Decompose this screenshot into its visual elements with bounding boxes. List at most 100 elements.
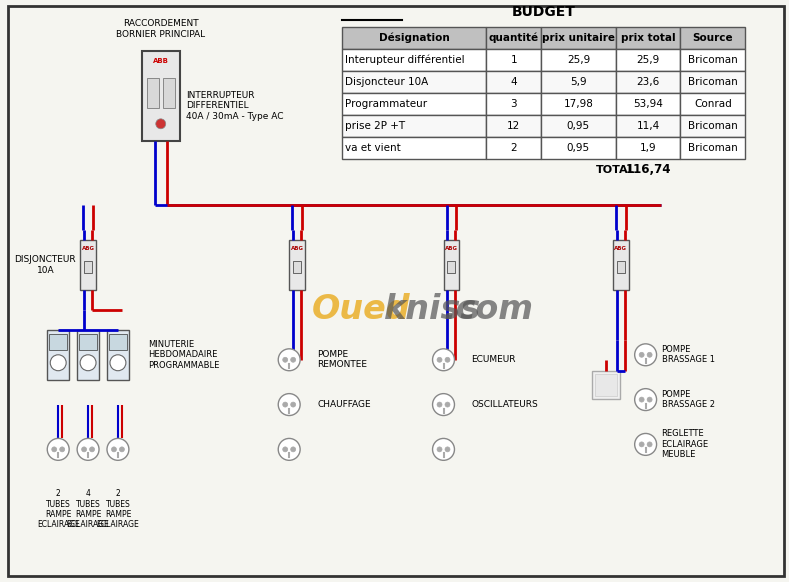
Text: Source: Source: [693, 33, 733, 43]
Circle shape: [290, 402, 296, 407]
Text: 53,94: 53,94: [634, 99, 663, 109]
Text: TOTAL: TOTAL: [596, 165, 636, 175]
Circle shape: [437, 402, 442, 407]
Bar: [486, 93, 541, 115]
Circle shape: [107, 438, 129, 460]
Text: .com: .com: [443, 293, 533, 327]
Text: prix total: prix total: [621, 33, 675, 43]
Bar: [615, 27, 680, 49]
Circle shape: [90, 447, 95, 452]
FancyBboxPatch shape: [49, 334, 67, 350]
Bar: [541, 115, 615, 137]
Circle shape: [279, 349, 300, 371]
Circle shape: [634, 389, 656, 410]
Bar: [680, 137, 745, 159]
Text: 2
TUBES
RAMPE
ECLAIRAGE: 2 TUBES RAMPE ECLAIRAGE: [96, 489, 140, 530]
Circle shape: [52, 447, 57, 452]
Text: ABG: ABG: [290, 246, 304, 251]
Circle shape: [50, 355, 66, 371]
Circle shape: [445, 357, 450, 362]
Text: 2
TUBES
RAMPE
ECLAIRAGE: 2 TUBES RAMPE ECLAIRAGE: [37, 489, 80, 530]
Circle shape: [639, 352, 644, 357]
Bar: [680, 93, 745, 115]
Circle shape: [445, 447, 450, 452]
Bar: [486, 27, 541, 49]
Text: ABG: ABG: [81, 246, 95, 251]
Circle shape: [445, 402, 450, 407]
FancyBboxPatch shape: [147, 78, 159, 108]
Circle shape: [639, 442, 644, 447]
Circle shape: [432, 393, 454, 416]
Bar: [541, 49, 615, 71]
Text: 116,74: 116,74: [626, 163, 671, 176]
Circle shape: [647, 442, 652, 447]
FancyBboxPatch shape: [109, 334, 127, 350]
Circle shape: [81, 447, 87, 452]
Circle shape: [290, 447, 296, 452]
Text: 1,9: 1,9: [640, 143, 656, 152]
Circle shape: [432, 349, 454, 371]
Text: 0,95: 0,95: [567, 121, 590, 131]
Text: Interupteur différentiel: Interupteur différentiel: [345, 55, 465, 65]
Circle shape: [634, 434, 656, 455]
Circle shape: [60, 447, 65, 452]
Circle shape: [282, 402, 288, 407]
Text: 4: 4: [510, 77, 517, 87]
Bar: [615, 71, 680, 93]
Bar: [680, 49, 745, 71]
FancyBboxPatch shape: [47, 330, 69, 379]
Text: BUDGET: BUDGET: [511, 5, 575, 19]
Bar: [342, 27, 486, 49]
FancyBboxPatch shape: [84, 261, 92, 273]
FancyBboxPatch shape: [163, 78, 174, 108]
Circle shape: [437, 447, 442, 452]
Bar: [615, 137, 680, 159]
FancyBboxPatch shape: [290, 240, 305, 290]
Bar: [486, 49, 541, 71]
Text: 12: 12: [507, 121, 520, 131]
Bar: [680, 27, 745, 49]
Bar: [342, 71, 486, 93]
Circle shape: [290, 357, 296, 362]
Text: Programmateur: Programmateur: [345, 99, 427, 109]
Circle shape: [647, 397, 652, 402]
Text: OSCILLATEURS: OSCILLATEURS: [471, 400, 538, 409]
Bar: [680, 115, 745, 137]
Circle shape: [647, 352, 652, 357]
Text: prise 2P +T: prise 2P +T: [345, 121, 405, 131]
Text: prix unitaire: prix unitaire: [542, 33, 615, 43]
Text: 17,98: 17,98: [563, 99, 593, 109]
Bar: [615, 115, 680, 137]
Text: 25,9: 25,9: [637, 55, 660, 65]
FancyBboxPatch shape: [443, 240, 459, 290]
Text: 4
TUBES
RAMPE
ECLAIRAGE: 4 TUBES RAMPE ECLAIRAGE: [67, 489, 110, 530]
Circle shape: [279, 438, 300, 460]
Bar: [342, 93, 486, 115]
FancyBboxPatch shape: [613, 240, 629, 290]
Bar: [342, 49, 486, 71]
FancyBboxPatch shape: [592, 371, 619, 399]
FancyBboxPatch shape: [595, 374, 617, 396]
Bar: [486, 71, 541, 93]
Text: 23,6: 23,6: [637, 77, 660, 87]
Text: va et vient: va et vient: [345, 143, 401, 152]
Circle shape: [634, 344, 656, 365]
Bar: [680, 71, 745, 93]
FancyBboxPatch shape: [9, 6, 784, 576]
Circle shape: [282, 357, 288, 362]
Circle shape: [437, 357, 442, 362]
Text: ABG: ABG: [615, 246, 627, 251]
Text: MINUTERIE
HEBDOMADAIRE
PROGRAMMABLE: MINUTERIE HEBDOMADAIRE PROGRAMMABLE: [148, 340, 219, 370]
Text: 0,95: 0,95: [567, 143, 590, 152]
FancyBboxPatch shape: [79, 334, 97, 350]
Circle shape: [111, 447, 117, 452]
Text: ECUMEUR: ECUMEUR: [471, 355, 516, 364]
Text: RACCORDEMENT
BORNIER PRINCIPAL: RACCORDEMENT BORNIER PRINCIPAL: [116, 19, 205, 38]
Bar: [541, 93, 615, 115]
Text: CHAUFFAGE: CHAUFFAGE: [317, 400, 371, 409]
Text: 2: 2: [510, 143, 517, 152]
FancyBboxPatch shape: [107, 330, 129, 379]
Bar: [541, 71, 615, 93]
FancyBboxPatch shape: [80, 240, 96, 290]
Bar: [615, 93, 680, 115]
